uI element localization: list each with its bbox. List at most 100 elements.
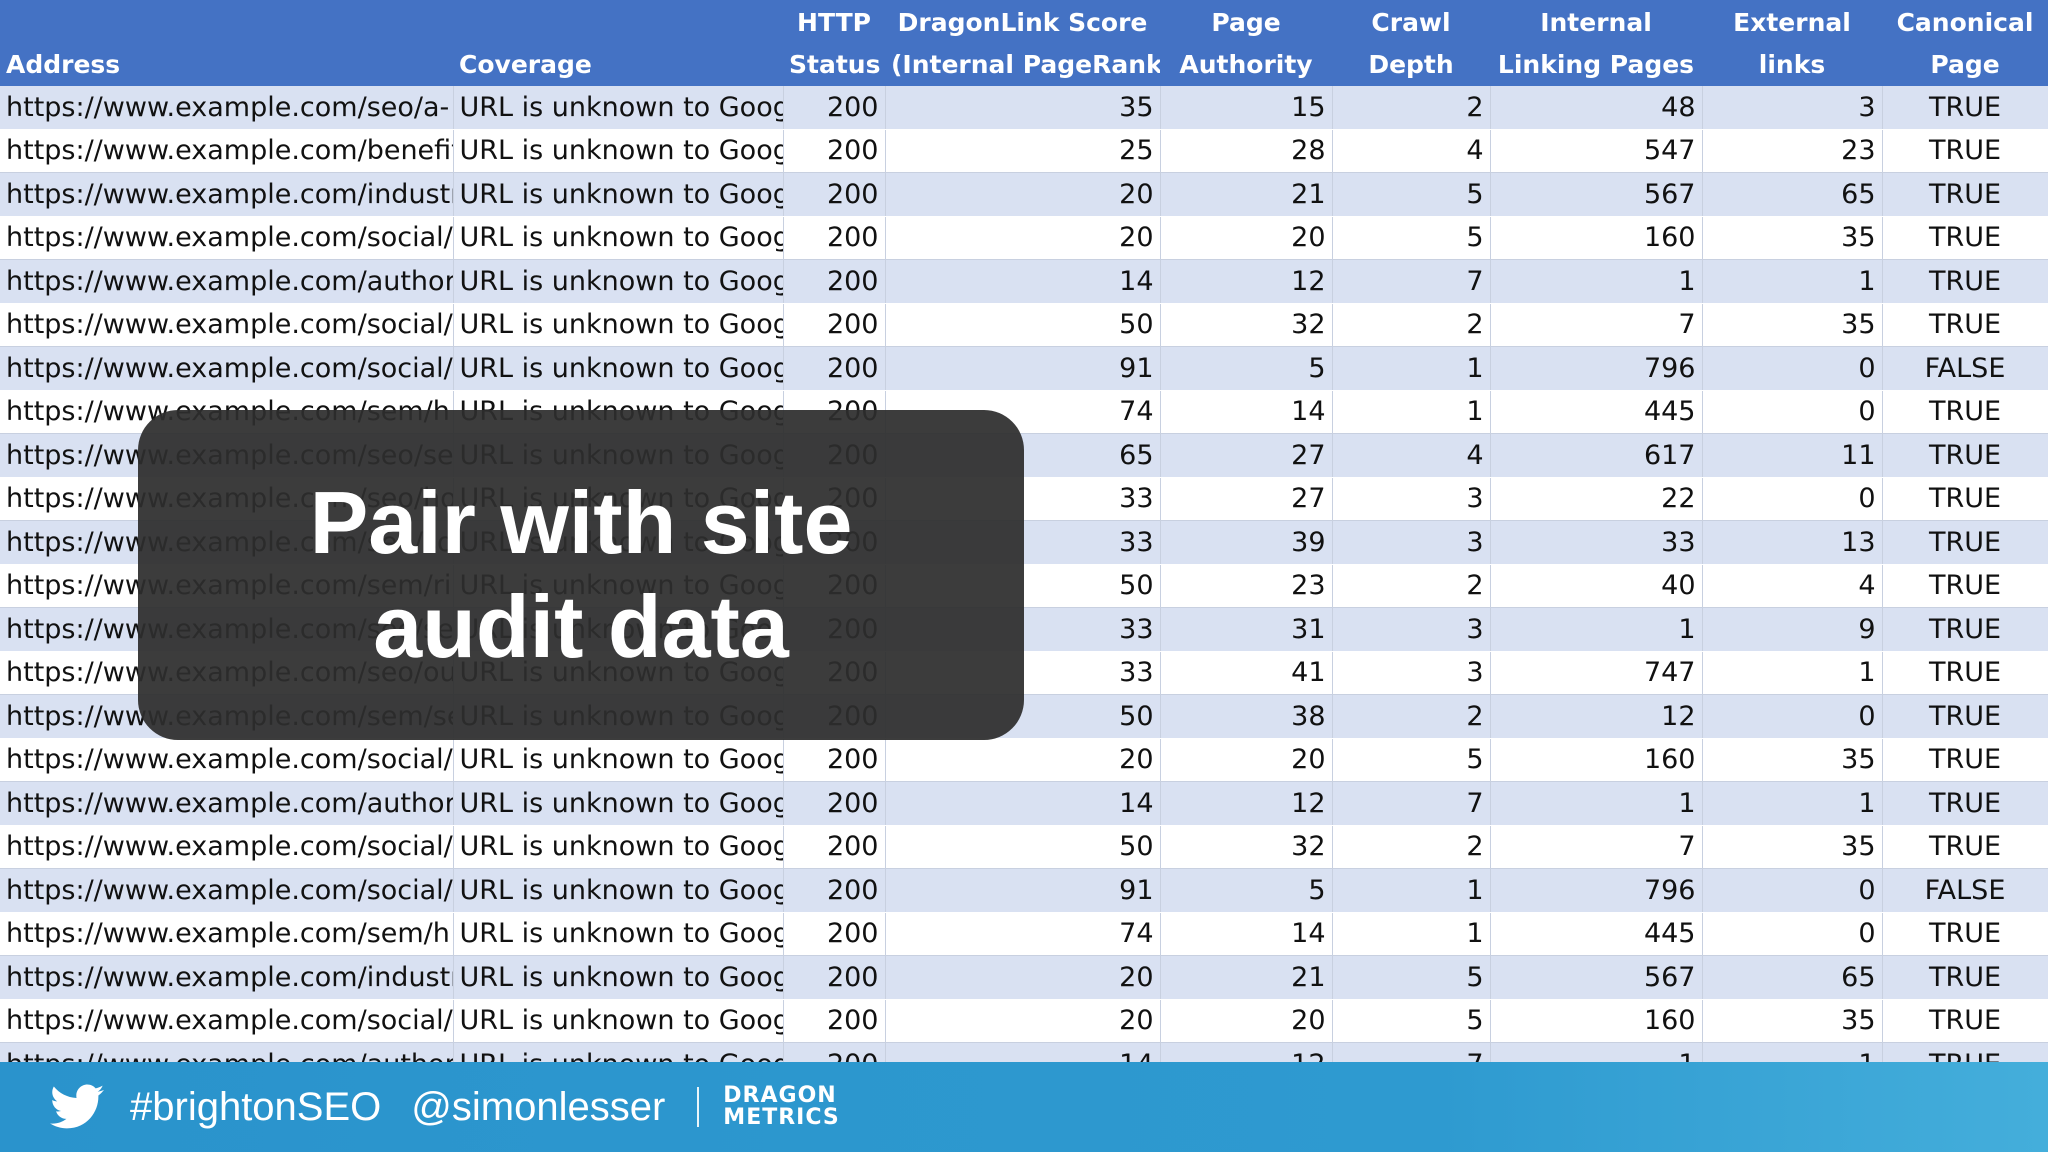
- cell-canonical-page[interactable]: TRUE: [1882, 216, 2048, 260]
- cell-canonical-page[interactable]: TRUE: [1882, 520, 2048, 565]
- cell-external-links[interactable]: 35: [1702, 825, 1883, 869]
- cell-external-links[interactable]: 0: [1702, 346, 1883, 391]
- cell-crawl-depth[interactable]: 2: [1332, 303, 1491, 347]
- cell-internal-linking-pages[interactable]: 617: [1490, 433, 1703, 478]
- cell-canonical-page[interactable]: TRUE: [1882, 651, 2048, 695]
- cell-internal-linking-pages[interactable]: 445: [1490, 912, 1703, 956]
- cell-address[interactable]: https://www.example.com/sem/h: [0, 912, 454, 956]
- cell-address[interactable]: https://www.example.com/author: [0, 781, 454, 826]
- cell-internal-linking-pages[interactable]: 12: [1490, 694, 1703, 739]
- cell-dragonlink-score[interactable]: 14: [885, 781, 1161, 826]
- cell-page-authority[interactable]: 27: [1160, 433, 1333, 478]
- cell-dragonlink-score[interactable]: 20: [885, 999, 1161, 1043]
- cell-dragonlink-score[interactable]: 20: [885, 216, 1161, 260]
- cell-dragonlink-score[interactable]: 20: [885, 172, 1161, 217]
- cell-address[interactable]: https://www.example.com/author: [0, 259, 454, 304]
- cell-http-status[interactable]: 200: [783, 86, 886, 130]
- cell-internal-linking-pages[interactable]: 567: [1490, 955, 1703, 1000]
- cell-internal-linking-pages[interactable]: 796: [1490, 346, 1703, 391]
- cell-crawl-depth[interactable]: 3: [1332, 477, 1491, 521]
- cell-page-authority[interactable]: 21: [1160, 955, 1333, 1000]
- cell-coverage[interactable]: URL is unknown to Googl: [453, 303, 784, 347]
- cell-address[interactable]: https://www.example.com/social/: [0, 216, 454, 260]
- cell-internal-linking-pages[interactable]: 1: [1490, 607, 1703, 652]
- cell-internal-linking-pages[interactable]: 40: [1490, 564, 1703, 608]
- cell-page-authority[interactable]: 32: [1160, 825, 1333, 869]
- cell-http-status[interactable]: 200: [783, 216, 886, 260]
- cell-canonical-page[interactable]: TRUE: [1882, 564, 2048, 608]
- cell-canonical-page[interactable]: TRUE: [1882, 781, 2048, 826]
- cell-external-links[interactable]: 0: [1702, 694, 1883, 739]
- cell-external-links[interactable]: 35: [1702, 216, 1883, 260]
- cell-crawl-depth[interactable]: 1: [1332, 868, 1491, 913]
- cell-coverage[interactable]: URL is unknown to Googl: [453, 781, 784, 826]
- cell-page-authority[interactable]: 41: [1160, 651, 1333, 695]
- cell-coverage[interactable]: URL is unknown to Googl: [453, 172, 784, 217]
- cell-address[interactable]: https://www.example.com/social/: [0, 999, 454, 1043]
- cell-crawl-depth[interactable]: 1: [1332, 912, 1491, 956]
- cell-page-authority[interactable]: 15: [1160, 86, 1333, 130]
- cell-http-status[interactable]: 200: [783, 738, 886, 782]
- cell-http-status[interactable]: 200: [783, 999, 886, 1043]
- cell-canonical-page[interactable]: FALSE: [1882, 346, 2048, 391]
- cell-page-authority[interactable]: 5: [1160, 868, 1333, 913]
- cell-dragonlink-score[interactable]: 25: [885, 129, 1161, 173]
- cell-page-authority[interactable]: 12: [1160, 259, 1333, 304]
- cell-crawl-depth[interactable]: 3: [1332, 651, 1491, 695]
- cell-crawl-depth[interactable]: 5: [1332, 999, 1491, 1043]
- cell-internal-linking-pages[interactable]: 445: [1490, 390, 1703, 434]
- cell-crawl-depth[interactable]: 1: [1332, 390, 1491, 434]
- cell-external-links[interactable]: 0: [1702, 477, 1883, 521]
- cell-canonical-page[interactable]: TRUE: [1882, 607, 2048, 652]
- cell-page-authority[interactable]: 28: [1160, 129, 1333, 173]
- cell-crawl-depth[interactable]: 2: [1332, 825, 1491, 869]
- cell-page-authority[interactable]: 20: [1160, 738, 1333, 782]
- cell-crawl-depth[interactable]: 4: [1332, 129, 1491, 173]
- cell-dragonlink-score[interactable]: 20: [885, 955, 1161, 1000]
- cell-crawl-depth[interactable]: 7: [1332, 259, 1491, 304]
- cell-crawl-depth[interactable]: 1: [1332, 346, 1491, 391]
- cell-canonical-page[interactable]: TRUE: [1882, 433, 2048, 478]
- cell-external-links[interactable]: 23: [1702, 129, 1883, 173]
- cell-page-authority[interactable]: 14: [1160, 912, 1333, 956]
- cell-crawl-depth[interactable]: 5: [1332, 172, 1491, 217]
- cell-address[interactable]: https://www.example.com/industr: [0, 172, 454, 217]
- cell-crawl-depth[interactable]: 3: [1332, 607, 1491, 652]
- cell-canonical-page[interactable]: TRUE: [1882, 912, 2048, 956]
- cell-dragonlink-score[interactable]: 35: [885, 86, 1161, 130]
- cell-page-authority[interactable]: 32: [1160, 303, 1333, 347]
- cell-canonical-page[interactable]: TRUE: [1882, 86, 2048, 130]
- cell-crawl-depth[interactable]: 7: [1332, 781, 1491, 826]
- cell-canonical-page[interactable]: TRUE: [1882, 955, 2048, 1000]
- cell-coverage[interactable]: URL is unknown to Googl: [453, 129, 784, 173]
- cell-coverage[interactable]: URL is unknown to Googl: [453, 216, 784, 260]
- cell-address[interactable]: https://www.example.com/social/: [0, 738, 454, 782]
- cell-address[interactable]: https://www.example.com/social/: [0, 303, 454, 347]
- cell-dragonlink-score[interactable]: 50: [885, 825, 1161, 869]
- cell-external-links[interactable]: 1: [1702, 781, 1883, 826]
- cell-crawl-depth[interactable]: 3: [1332, 520, 1491, 565]
- cell-http-status[interactable]: 200: [783, 825, 886, 869]
- cell-external-links[interactable]: 13: [1702, 520, 1883, 565]
- cell-internal-linking-pages[interactable]: 796: [1490, 868, 1703, 913]
- cell-http-status[interactable]: 200: [783, 912, 886, 956]
- cell-http-status[interactable]: 200: [783, 955, 886, 1000]
- cell-page-authority[interactable]: 12: [1160, 781, 1333, 826]
- cell-address[interactable]: https://www.example.com/seo/a-: [0, 86, 454, 130]
- cell-canonical-page[interactable]: TRUE: [1882, 129, 2048, 173]
- cell-internal-linking-pages[interactable]: 22: [1490, 477, 1703, 521]
- cell-page-authority[interactable]: 23: [1160, 564, 1333, 608]
- cell-internal-linking-pages[interactable]: 33: [1490, 520, 1703, 565]
- cell-internal-linking-pages[interactable]: 1: [1490, 259, 1703, 304]
- cell-external-links[interactable]: 65: [1702, 955, 1883, 1000]
- cell-address[interactable]: https://www.example.com/social/: [0, 868, 454, 913]
- cell-page-authority[interactable]: 14: [1160, 390, 1333, 434]
- cell-crawl-depth[interactable]: 2: [1332, 694, 1491, 739]
- cell-page-authority[interactable]: 20: [1160, 999, 1333, 1043]
- cell-internal-linking-pages[interactable]: 7: [1490, 303, 1703, 347]
- cell-dragonlink-score[interactable]: 20: [885, 738, 1161, 782]
- cell-coverage[interactable]: URL is unknown to Googl: [453, 999, 784, 1043]
- cell-page-authority[interactable]: 20: [1160, 216, 1333, 260]
- cell-page-authority[interactable]: 27: [1160, 477, 1333, 521]
- cell-coverage[interactable]: URL is unknown to Googl: [453, 868, 784, 913]
